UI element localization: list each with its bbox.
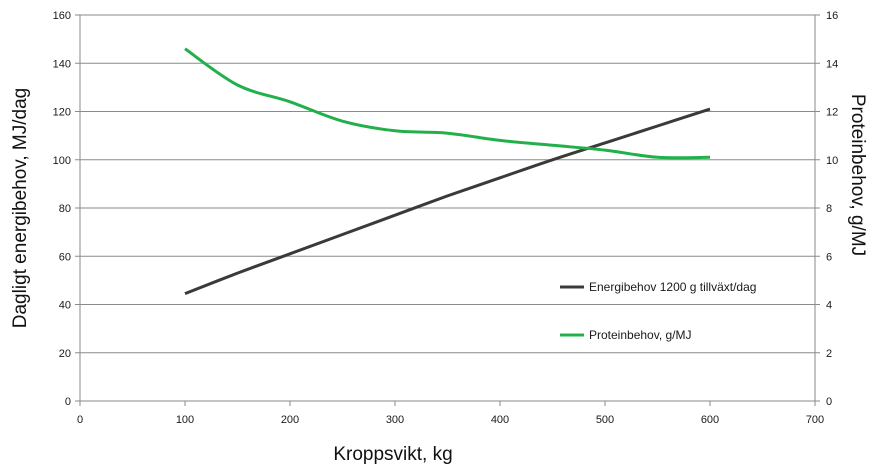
x-tick-label: 300 <box>386 414 404 426</box>
y-left-tick-label: 60 <box>59 251 71 263</box>
tick-labels: 0 100 200 300 400 500 600 700020406080100120140… <box>53 10 839 426</box>
y-right-tick-label: 0 <box>826 396 832 408</box>
y-left-tick-label: 140 <box>53 58 71 70</box>
y-right-tick-label: 14 <box>826 58 838 70</box>
series-line-protein <box>184 47 711 160</box>
right-y-axis-title: Proteinbehov, g/MJ <box>847 94 868 256</box>
y-right-tick-label: 6 <box>826 251 832 263</box>
y-right-tick-label: 4 <box>826 300 832 312</box>
x-axis-title: Kroppsvikt, kg <box>333 444 452 465</box>
y-left-tick-label: 20 <box>59 348 71 360</box>
y-left-tick-label: 0 <box>65 396 71 408</box>
series-lines <box>184 47 711 295</box>
gridlines <box>80 14 815 354</box>
y-left-tick-label: 120 <box>53 107 71 119</box>
y-left-tick-label: 40 <box>59 300 71 312</box>
x-tick-label: 600 <box>701 414 719 426</box>
y-right-tick-label: 12 <box>826 107 838 119</box>
left-y-axis-title: Dagligt energibehov, MJ/dag <box>10 88 31 328</box>
x-tick-label: 100 <box>176 414 194 426</box>
y-left-tick-label: 80 <box>59 203 71 215</box>
x-tick-label: 400 <box>491 414 509 426</box>
y-left-tick-label: 100 <box>53 155 71 167</box>
y-right-tick-label: 8 <box>826 203 832 215</box>
x-tick-label: 0 <box>77 414 83 426</box>
legend-label-energy: Energibehov 1200 g tillväxt/dag <box>589 280 756 294</box>
y-right-tick-label: 16 <box>826 10 838 22</box>
x-tick-label: 500 <box>596 414 614 426</box>
x-tick-label: 200 <box>281 414 299 426</box>
legend-label-protein: Proteinbehov, g/MJ <box>589 328 692 342</box>
x-tick-label: 700 <box>806 414 824 426</box>
y-right-tick-label: 10 <box>826 155 838 167</box>
y-right-tick-label: 2 <box>826 348 832 360</box>
legend: Energibehov 1200 g tillväxt/dag Proteinb… <box>560 280 756 342</box>
series-line-energy <box>184 107 711 295</box>
y-left-tick-label: 160 <box>53 10 71 22</box>
